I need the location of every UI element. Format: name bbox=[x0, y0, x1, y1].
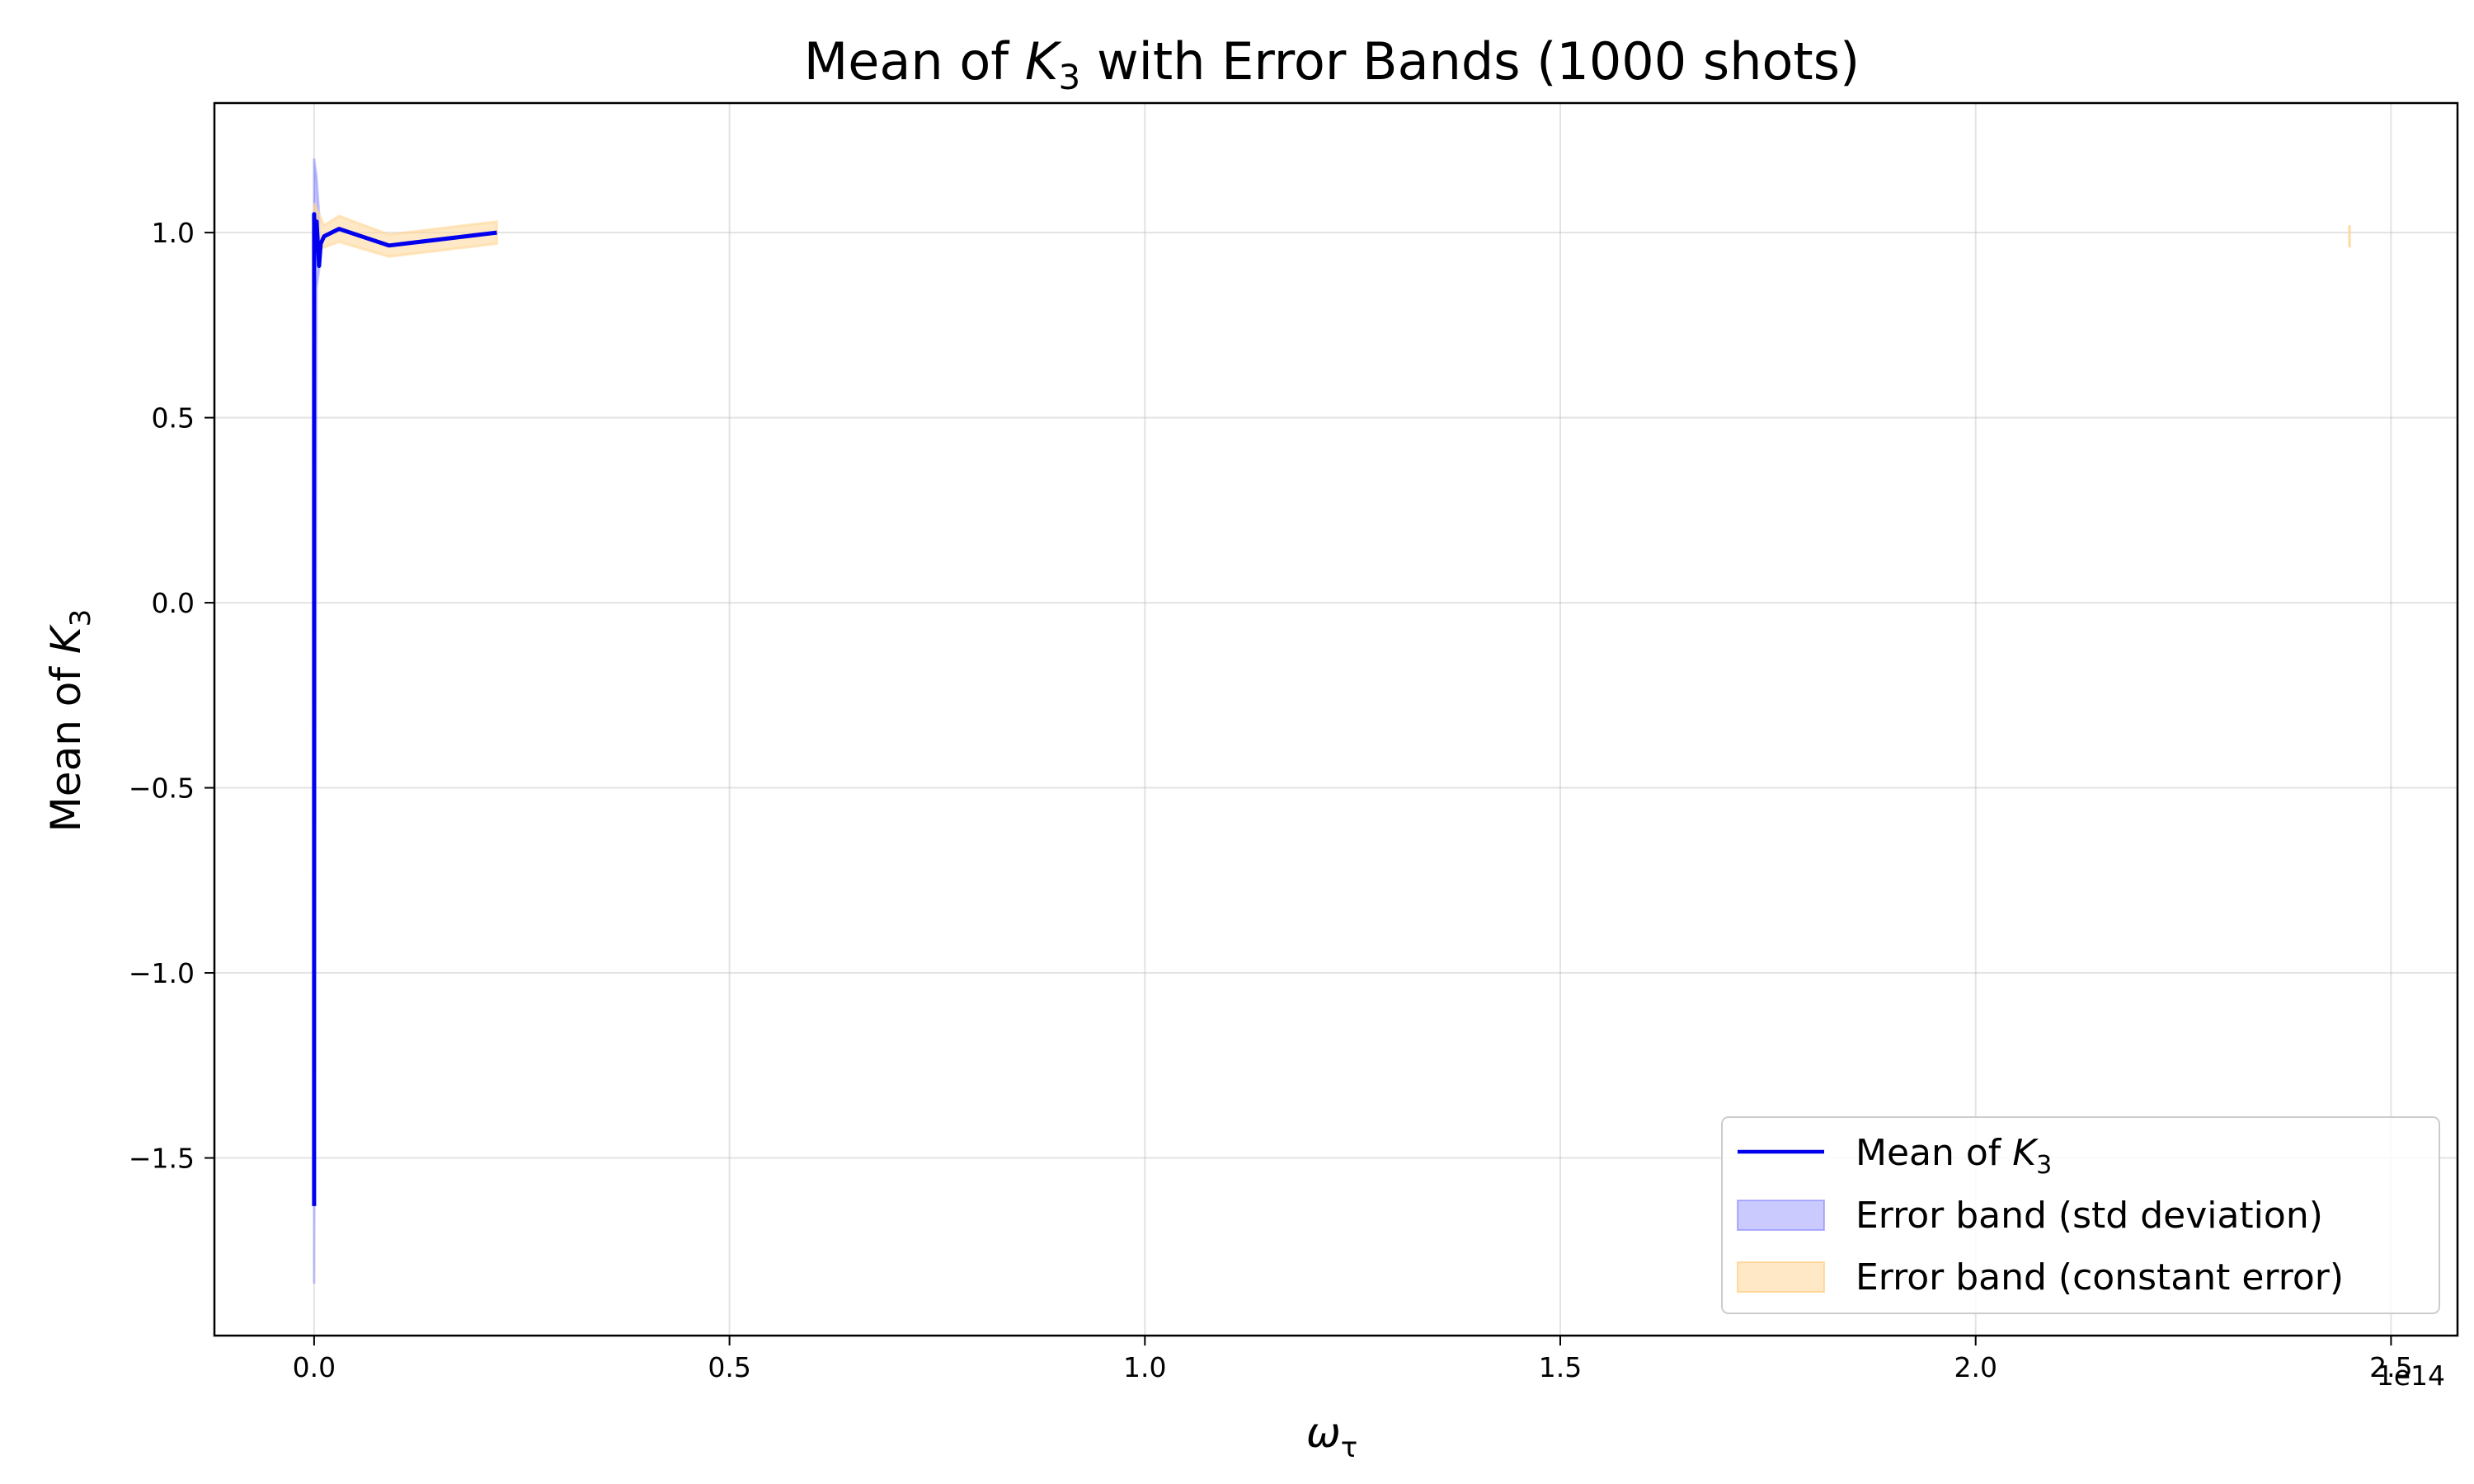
legend-frame bbox=[1721, 1116, 2440, 1314]
legend-label-std-band: Error band (std deviation) bbox=[1856, 1195, 2323, 1237]
legend-label-constant-band: Error band (constant error) bbox=[1856, 1256, 2344, 1298]
x-tick-label: 0.5 bbox=[708, 1351, 750, 1383]
y-tick-label: 0.0 bbox=[152, 587, 195, 619]
legend-swatch-std-band bbox=[1737, 1200, 1825, 1231]
x-tick-label: 2.5 bbox=[2369, 1351, 2412, 1383]
x-tick-label: 0.0 bbox=[293, 1351, 336, 1383]
legend-label-mean: Mean of K3 bbox=[1856, 1132, 2052, 1180]
legend: Mean of K3 Error band (std deviation) Er… bbox=[1721, 1116, 2440, 1314]
x-offset-label: 1e14 bbox=[2377, 1360, 2445, 1392]
x-axis-ticks: 0.0 0.5 1.0 1.5 2.0 2.5 bbox=[293, 1336, 2413, 1383]
x-tick-label: 1.5 bbox=[1539, 1351, 1582, 1383]
grid bbox=[214, 103, 2458, 1336]
y-tick-label: 0.5 bbox=[152, 402, 195, 434]
y-tick-label: −1.5 bbox=[129, 1143, 195, 1175]
y-axis-ticks: 1.0 0.5 0.0 −0.5 −1.0 −1.5 bbox=[129, 217, 214, 1175]
plot-frame bbox=[213, 101, 2459, 1337]
x-axis-label: ωτ bbox=[1306, 1409, 1357, 1464]
chart-title: Mean of K3 with Error Bands (1000 shots) bbox=[804, 31, 1860, 97]
mean-line bbox=[312, 212, 497, 1206]
mean-k3-line bbox=[312, 212, 497, 1206]
y-axis-label: Mean of K3 bbox=[42, 609, 97, 833]
y-tick-label: 1.0 bbox=[152, 217, 195, 249]
x-tick-label: 2.0 bbox=[1954, 1351, 1997, 1383]
x-tick-label: 1.0 bbox=[1123, 1351, 1166, 1383]
legend-swatch-constant-band bbox=[1737, 1261, 1825, 1293]
y-tick-label: −1.0 bbox=[129, 957, 195, 989]
y-tick-label: −0.5 bbox=[129, 773, 195, 805]
